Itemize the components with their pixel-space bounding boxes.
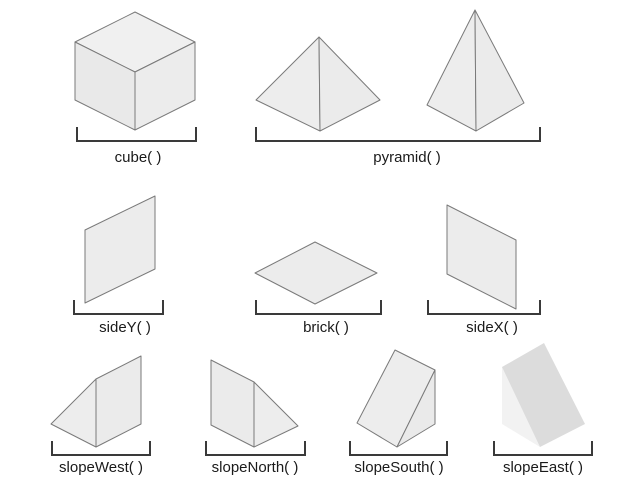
pyramid-tall-right-face <box>474 9 525 132</box>
slopeEast-bracket <box>493 441 593 456</box>
pyramid-wide-left-face <box>255 36 321 132</box>
slopeWest-figure <box>50 355 142 448</box>
pyramid-wide-right-face <box>318 36 381 132</box>
sideX-figure <box>446 204 517 310</box>
brick-figure <box>254 241 378 305</box>
slopeWest-label: slopeWest( ) <box>59 459 143 476</box>
slopeNorth-label: slopeNorth( ) <box>212 459 299 476</box>
sideX-label: sideX( ) <box>466 319 518 336</box>
slopeEast-figure <box>502 343 585 447</box>
pyramid-tall-left-face <box>426 9 477 132</box>
slopeNorth-figure <box>210 359 299 448</box>
sideY-figure <box>84 195 156 304</box>
pyramid-bracket <box>255 127 541 142</box>
slopeEast-label: slopeEast( ) <box>503 459 583 476</box>
slopeNorth-slope-face <box>253 381 299 448</box>
slopeWest-slope-face <box>50 378 97 448</box>
sideY-label: sideY( ) <box>99 319 151 336</box>
cube-label: cube( ) <box>115 149 162 166</box>
slopeNorth-side-face <box>210 359 255 448</box>
slopeWest-bracket <box>51 441 151 456</box>
slopeSouth-side-face <box>396 369 436 448</box>
slopeWest-side-face <box>95 355 142 448</box>
slopeNorth-bracket <box>205 441 306 456</box>
brick-label: brick( ) <box>303 319 349 336</box>
pyramid-wide-figure <box>255 36 381 132</box>
cube-figure <box>74 11 196 131</box>
slopeSouth-label: slopeSouth( ) <box>354 459 443 476</box>
sideY-bracket <box>73 300 164 315</box>
brick-bracket <box>255 300 382 315</box>
sideX-bracket <box>427 300 541 315</box>
slopeSouth-figure <box>356 349 436 448</box>
pyramid-label: pyramid( ) <box>373 149 441 166</box>
cube-bracket <box>76 127 197 142</box>
cube-right-face <box>134 41 196 131</box>
slopeEast-slope-face <box>502 343 585 447</box>
pyramid-tall-figure <box>426 9 525 132</box>
slopeSouth-bracket <box>349 441 448 456</box>
